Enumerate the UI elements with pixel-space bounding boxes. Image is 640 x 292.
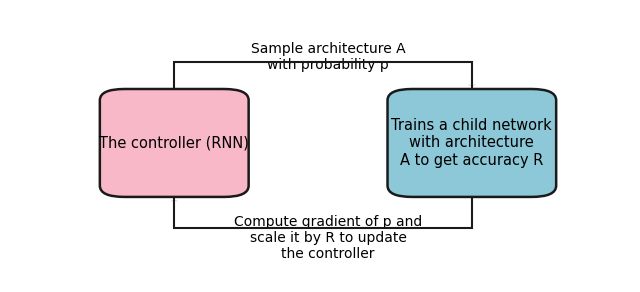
Text: The controller (RNN): The controller (RNN) xyxy=(99,135,249,150)
Text: Compute gradient of p and
scale it by R to update
the controller: Compute gradient of p and scale it by R … xyxy=(234,215,422,261)
Text: Sample architecture A
with probability p: Sample architecture A with probability p xyxy=(251,42,405,72)
FancyBboxPatch shape xyxy=(100,89,248,197)
FancyBboxPatch shape xyxy=(388,89,556,197)
Text: Trains a child network
with architecture
A to get accuracy R: Trains a child network with architecture… xyxy=(392,118,552,168)
